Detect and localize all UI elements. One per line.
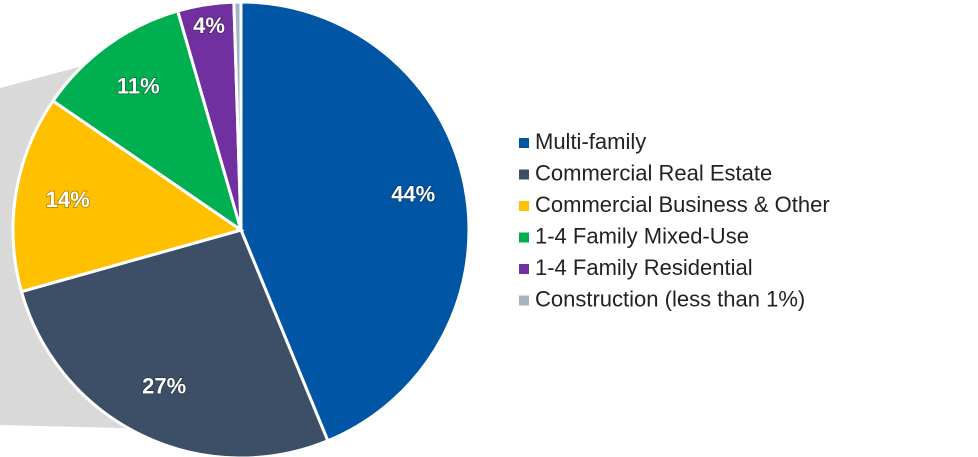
legend-swatch	[519, 201, 529, 211]
legend-label: 1-4 Family Residential	[535, 255, 753, 280]
pie-slice	[11, 98, 245, 294]
data-label: 27%	[142, 374, 186, 399]
legend-label: Commercial Business & Other	[535, 192, 830, 217]
data-label: 44%	[391, 182, 435, 207]
data-label: 4%	[193, 13, 225, 38]
pie-slice	[239, 0, 471, 443]
legend-swatch	[519, 264, 529, 274]
pie-slice	[50, 9, 244, 234]
legend-label: Commercial Real Estate	[535, 160, 772, 185]
legend-swatch	[519, 138, 529, 148]
pie-slice	[19, 228, 330, 457]
legend-label: Construction (less than 1%)	[535, 286, 805, 311]
data-label: 14%	[46, 187, 90, 212]
legend-label: 1-4 Family Mixed-Use	[535, 223, 749, 248]
legend-swatch	[519, 169, 529, 180]
data-label: 11%	[117, 73, 160, 98]
legend-label: Multi-family	[535, 129, 646, 154]
pie-slice	[232, 0, 243, 231]
legend-swatch	[519, 295, 529, 306]
legend-swatch	[519, 232, 529, 243]
